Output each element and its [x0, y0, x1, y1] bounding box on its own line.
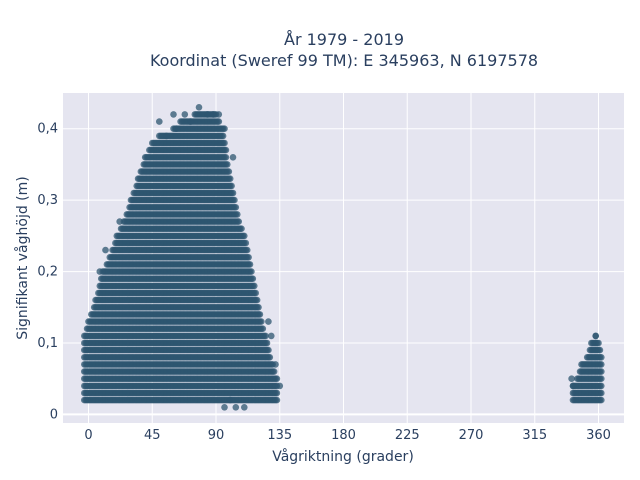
data-point — [252, 289, 259, 297]
x-tick-label: 270 — [459, 428, 484, 443]
data-point — [595, 339, 602, 347]
chart-title-line-2: Koordinat (Sweref 99 TM): E 345963, N 61… — [150, 51, 538, 70]
data-point — [242, 239, 250, 247]
data-point — [266, 354, 274, 361]
data-point — [187, 118, 194, 125]
data-point — [598, 361, 605, 368]
data-point — [598, 375, 605, 383]
data-point — [243, 246, 251, 254]
data-point — [598, 389, 605, 397]
x-tick-label: 180 — [331, 428, 356, 443]
x-tick-label: 90 — [208, 428, 225, 443]
data-point — [598, 396, 605, 404]
data-point — [226, 175, 234, 182]
data-point — [228, 182, 235, 190]
y-tick-label: 0,3 — [37, 193, 58, 208]
data-point — [273, 396, 281, 404]
data-point — [195, 104, 203, 111]
data-point — [116, 218, 123, 225]
data-point — [263, 339, 271, 347]
x-tick-label: 315 — [522, 428, 547, 443]
data-point — [245, 253, 252, 261]
data-point — [255, 304, 262, 311]
data-point — [265, 346, 272, 354]
data-point — [268, 332, 275, 340]
data-point — [259, 325, 267, 333]
axis-ticks: 0 45 90 135 180 225 270 315 360 0 0,1 0,2 0,3 0,4 — [37, 122, 611, 443]
data-point — [204, 111, 211, 118]
data-point — [598, 354, 605, 361]
data-point — [262, 332, 269, 340]
data-point — [249, 275, 257, 283]
x-axis-label: Vågriktning (grader) — [272, 448, 414, 465]
data-point — [258, 318, 265, 325]
data-point — [221, 404, 228, 411]
data-point — [231, 196, 238, 204]
data-point — [234, 211, 241, 218]
data-point — [273, 389, 281, 397]
data-point — [173, 125, 180, 132]
data-point — [215, 118, 223, 125]
data-point — [163, 132, 170, 140]
data-point — [265, 318, 272, 325]
data-point — [272, 361, 279, 368]
data-point — [221, 125, 228, 132]
data-point — [276, 382, 284, 390]
data-point — [229, 189, 237, 197]
data-point — [248, 268, 255, 275]
data-point — [241, 404, 248, 411]
x-tick-label: 0 — [84, 428, 92, 443]
data-point — [222, 154, 230, 161]
data-point — [181, 111, 189, 118]
data-point — [251, 282, 258, 290]
y-tick-label: 0 — [50, 407, 58, 422]
data-point — [256, 311, 264, 318]
data-point — [273, 375, 281, 383]
data-point — [235, 218, 242, 225]
y-tick-label: 0,2 — [37, 265, 58, 280]
data-point — [226, 396, 234, 404]
data-point — [241, 232, 248, 240]
x-tick-label: 225 — [395, 428, 420, 443]
y-tick-label: 0,1 — [37, 336, 58, 351]
x-tick-label: 135 — [267, 428, 292, 443]
data-point — [232, 204, 240, 211]
data-point — [592, 332, 599, 340]
data-point — [224, 161, 231, 168]
y-axis-label: Signifikant våghöjd (m) — [14, 176, 31, 339]
data-point — [219, 132, 227, 140]
data-point — [215, 111, 223, 118]
data-point — [156, 118, 163, 125]
data-point — [229, 154, 237, 161]
data-point — [225, 168, 233, 175]
data-point — [222, 146, 230, 154]
data-point — [209, 111, 217, 118]
data-point — [96, 268, 104, 275]
y-tick-label: 0,4 — [37, 122, 58, 137]
x-tick-label: 45 — [144, 428, 161, 443]
data-point — [569, 382, 577, 390]
data-point — [170, 111, 177, 118]
data-point — [598, 368, 605, 375]
data-point — [596, 346, 604, 354]
data-point — [246, 261, 254, 268]
data-point — [253, 296, 261, 304]
data-points — [81, 104, 605, 411]
data-point — [102, 246, 109, 254]
data-point — [238, 225, 245, 232]
data-point — [270, 368, 278, 375]
x-tick-label: 360 — [586, 428, 611, 443]
data-point — [568, 375, 575, 383]
data-point — [221, 139, 228, 147]
chart-title-line-1: År 1979 - 2019 — [284, 30, 404, 49]
data-point — [598, 382, 605, 390]
data-point — [232, 404, 240, 411]
